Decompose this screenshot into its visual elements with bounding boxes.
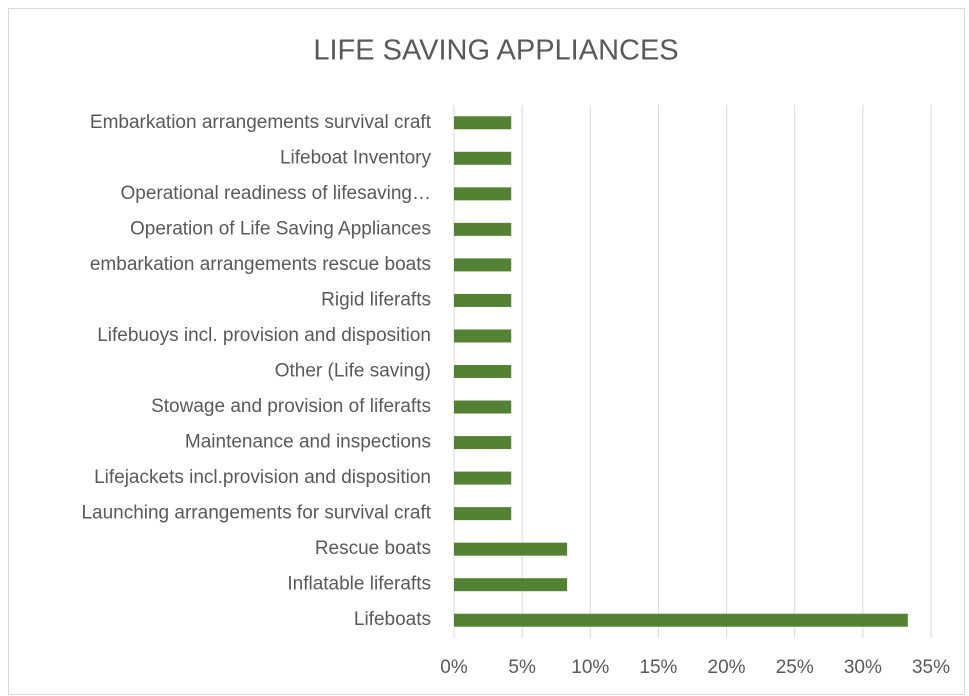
bar bbox=[454, 365, 512, 378]
x-tick-label: 15% bbox=[639, 657, 677, 678]
y-tick-label: Lifeboat Inventory bbox=[280, 147, 432, 168]
y-tick-label: Embarkation arrangements survival craft bbox=[90, 112, 432, 133]
bar bbox=[454, 400, 512, 414]
bar bbox=[454, 471, 512, 485]
x-tick-label: 25% bbox=[776, 657, 814, 678]
bar bbox=[454, 542, 568, 556]
y-tick-label: Rigid liferafts bbox=[321, 289, 431, 310]
y-tick-label: Stowage and provision of liferafts bbox=[151, 396, 431, 417]
y-tick-label: Launching arrangements for survival craf… bbox=[81, 503, 431, 524]
bar bbox=[454, 436, 512, 450]
bar bbox=[454, 151, 512, 165]
x-tick-label: 0% bbox=[440, 657, 468, 678]
x-tick-label: 20% bbox=[708, 657, 746, 678]
y-tick-label: Lifejackets incl.provision and dispositi… bbox=[94, 467, 431, 488]
bar bbox=[454, 578, 568, 592]
bar bbox=[454, 507, 512, 521]
bar bbox=[454, 187, 512, 201]
y-tick-label: Operational readiness of lifesaving… bbox=[120, 183, 431, 204]
bar bbox=[454, 293, 512, 307]
bar bbox=[454, 613, 908, 627]
x-tick-label: 5% bbox=[508, 657, 536, 678]
y-tick-label: embarkation arrangements rescue boats bbox=[90, 254, 431, 275]
x-tick-label: 35% bbox=[912, 657, 950, 678]
y-tick-label: Operation of Life Saving Appliances bbox=[130, 218, 431, 239]
bar bbox=[454, 258, 512, 272]
y-tick-label: Lifeboats bbox=[354, 609, 431, 630]
bar bbox=[454, 222, 512, 236]
x-tick-label: 30% bbox=[844, 657, 882, 678]
y-tick-label: Maintenance and inspections bbox=[185, 432, 431, 453]
bar bbox=[454, 116, 512, 130]
chart-title: LIFE SAVING APPLIANCES bbox=[313, 35, 678, 67]
y-tick-label: Inflatable liferafts bbox=[287, 574, 431, 595]
y-tick-label: Other (Life saving) bbox=[275, 361, 431, 382]
bar bbox=[454, 329, 512, 343]
y-tick-label: Rescue boats bbox=[315, 538, 431, 559]
x-tick-label: 10% bbox=[571, 657, 609, 678]
y-tick-label: Lifebuoys incl. provision and dispositio… bbox=[97, 325, 431, 346]
